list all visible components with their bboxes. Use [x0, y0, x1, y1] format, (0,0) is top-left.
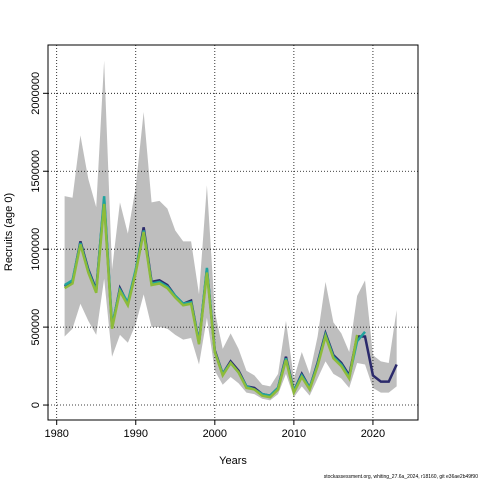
- x-tick-label: 1980: [44, 428, 68, 440]
- series-line: [63, 203, 359, 399]
- y-tick-label: 500000: [30, 309, 42, 346]
- x-tick-label: 2010: [282, 428, 306, 440]
- x-tick-label: 2020: [361, 428, 385, 440]
- x-tick-label: 1990: [124, 428, 148, 440]
- y-tick-label: 1000000: [30, 228, 42, 271]
- plot-frame: [47, 44, 419, 421]
- confidence-band: [64, 60, 397, 401]
- y-tick-label: 1500000: [30, 150, 42, 193]
- y-tick-label: 2000000: [30, 72, 42, 115]
- y-tick-label: 0: [30, 402, 42, 408]
- y-axis-label: Recruits (age 0): [3, 193, 15, 271]
- x-axis-label: Years: [219, 455, 247, 467]
- footer: stockassessment.org, whiting_27.6a_2024,…: [324, 474, 478, 480]
- x-tick-label: 2000: [203, 428, 227, 440]
